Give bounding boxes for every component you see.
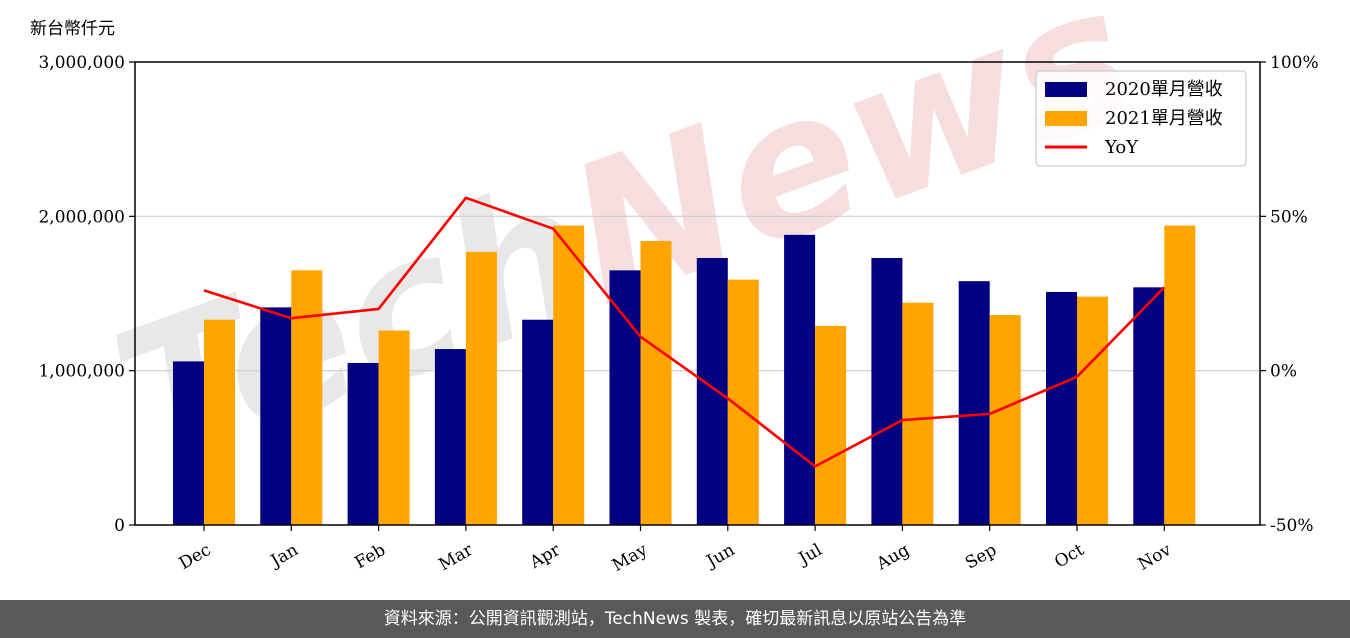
legend-swatch bbox=[1045, 82, 1087, 97]
y2-tick-label: 0% bbox=[1270, 362, 1297, 382]
bar-2021-sep bbox=[989, 315, 1021, 525]
x-tick-label-jan: Jan bbox=[266, 540, 302, 572]
bar-2020-may bbox=[609, 270, 641, 525]
bar-2020-mar bbox=[434, 349, 466, 525]
x-tick-label-oct: Oct bbox=[1051, 540, 1087, 573]
x-tick-label-mar: Mar bbox=[436, 540, 478, 576]
bar-2021-jan bbox=[291, 270, 323, 525]
bar-2020-sep bbox=[958, 281, 990, 525]
bar-2020-feb bbox=[347, 362, 379, 525]
legend-label: 2020單月營收 bbox=[1105, 79, 1223, 100]
legend-box bbox=[1035, 70, 1247, 167]
y-tick-label: 3,000,000 bbox=[38, 53, 125, 73]
x-tick-label-jun: Jun bbox=[702, 540, 739, 573]
bar-2021-may bbox=[640, 241, 672, 525]
bar-2021-oct bbox=[1077, 296, 1108, 525]
y2-tick-label: 50% bbox=[1270, 207, 1308, 227]
bar-2020-jul bbox=[784, 234, 816, 525]
y-tick-label: 2,000,000 bbox=[38, 207, 125, 227]
y-tick-label: 0 bbox=[114, 516, 125, 536]
x-tick-label-dec: Dec bbox=[176, 540, 215, 574]
bar-2020-aug bbox=[871, 258, 903, 525]
yoy-line-group bbox=[203, 196, 1166, 468]
y-tick-label: 1,000,000 bbox=[38, 362, 125, 382]
x-tick-label-feb: Feb bbox=[352, 540, 390, 573]
bar-2021-mar bbox=[465, 251, 497, 525]
bar-2020-jun bbox=[696, 258, 728, 525]
bar-2021-aug bbox=[902, 302, 934, 525]
bars bbox=[173, 225, 1196, 526]
legend: 2020單月營收 2021單月營收 YoY bbox=[1035, 70, 1247, 167]
bar-2021-dec bbox=[204, 319, 235, 525]
yoy-line bbox=[203, 196, 1166, 468]
bar-2020-dec bbox=[173, 361, 204, 525]
legend-swatch bbox=[1045, 111, 1087, 126]
x-tick-label-apr: Apr bbox=[526, 540, 565, 574]
plot-frame bbox=[134, 61, 1261, 526]
x-tick-label-nov: Nov bbox=[1135, 540, 1175, 575]
bar-2021-feb bbox=[378, 330, 410, 525]
x-tick-label-aug: Aug bbox=[872, 540, 913, 575]
y-axis-unit-label: 新台幣仟元 bbox=[30, 19, 115, 39]
x-tick-label-may: May bbox=[609, 540, 652, 576]
x-tick-label-jul: Jul bbox=[794, 540, 826, 570]
source-footer: 資料來源：公開資訊觀測站，TechNews 製表，確切最新訊息以原站公告為準 bbox=[0, 600, 1350, 638]
x-tick-label-sep: Sep bbox=[962, 540, 1000, 574]
bar-2020-apr bbox=[522, 319, 554, 525]
bar-2020-jan bbox=[260, 307, 292, 525]
bar-2020-oct bbox=[1046, 291, 1077, 525]
bar-2021-jul bbox=[815, 325, 847, 525]
legend-label: YoY bbox=[1104, 137, 1139, 158]
bar-2021-nov bbox=[1164, 225, 1196, 526]
legend-label: 2021單月營收 bbox=[1105, 108, 1223, 129]
y2-tick-label: -50% bbox=[1270, 516, 1314, 536]
bar-2020-nov bbox=[1133, 287, 1165, 525]
bar-2021-apr bbox=[553, 225, 585, 526]
y2-tick-label: 100% bbox=[1270, 53, 1319, 73]
chart: TechNews 01,000,0002,000,0003,000,000-50… bbox=[30, 0, 1319, 576]
